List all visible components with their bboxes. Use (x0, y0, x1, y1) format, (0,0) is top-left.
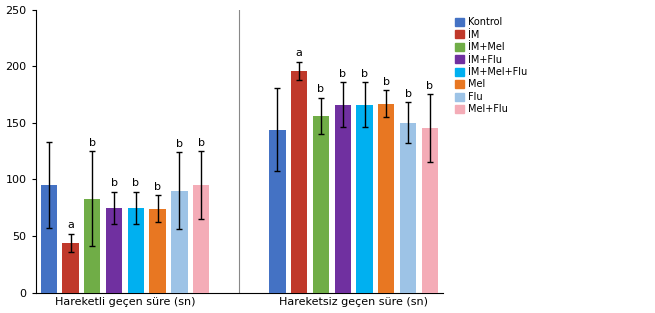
Bar (41, 185, 57, 293)
Text: b: b (383, 77, 390, 86)
Bar (193, 185, 210, 293)
Text: b: b (198, 138, 205, 148)
Bar (313, 116, 329, 293)
Text: b: b (339, 69, 346, 79)
Bar (400, 123, 416, 293)
Bar (291, 71, 307, 293)
Text: b: b (89, 138, 96, 148)
Text: b: b (154, 182, 161, 192)
Legend: Kontrol, İM, İM+Mel, İM+Flu, İM+Mel+Flu, Mel, Flu, Mel+Flu: Kontrol, İM, İM+Mel, İM+Flu, İM+Mel+Flu,… (452, 14, 531, 117)
Bar (356, 105, 373, 293)
Bar (269, 130, 286, 293)
Text: b: b (361, 69, 368, 79)
Text: a: a (67, 220, 74, 230)
Text: b: b (132, 178, 140, 188)
Bar (84, 199, 100, 293)
Text: b: b (426, 81, 434, 91)
Text: b: b (176, 139, 183, 149)
Bar (378, 104, 394, 293)
Bar (149, 209, 166, 293)
Bar (335, 105, 351, 293)
Bar (171, 191, 187, 293)
Bar (422, 128, 438, 293)
Bar (62, 243, 79, 293)
Text: b: b (405, 89, 411, 99)
Bar (128, 208, 144, 293)
Text: b: b (111, 178, 118, 188)
Bar (106, 208, 122, 293)
Text: b: b (318, 85, 324, 95)
Text: a: a (296, 48, 303, 58)
